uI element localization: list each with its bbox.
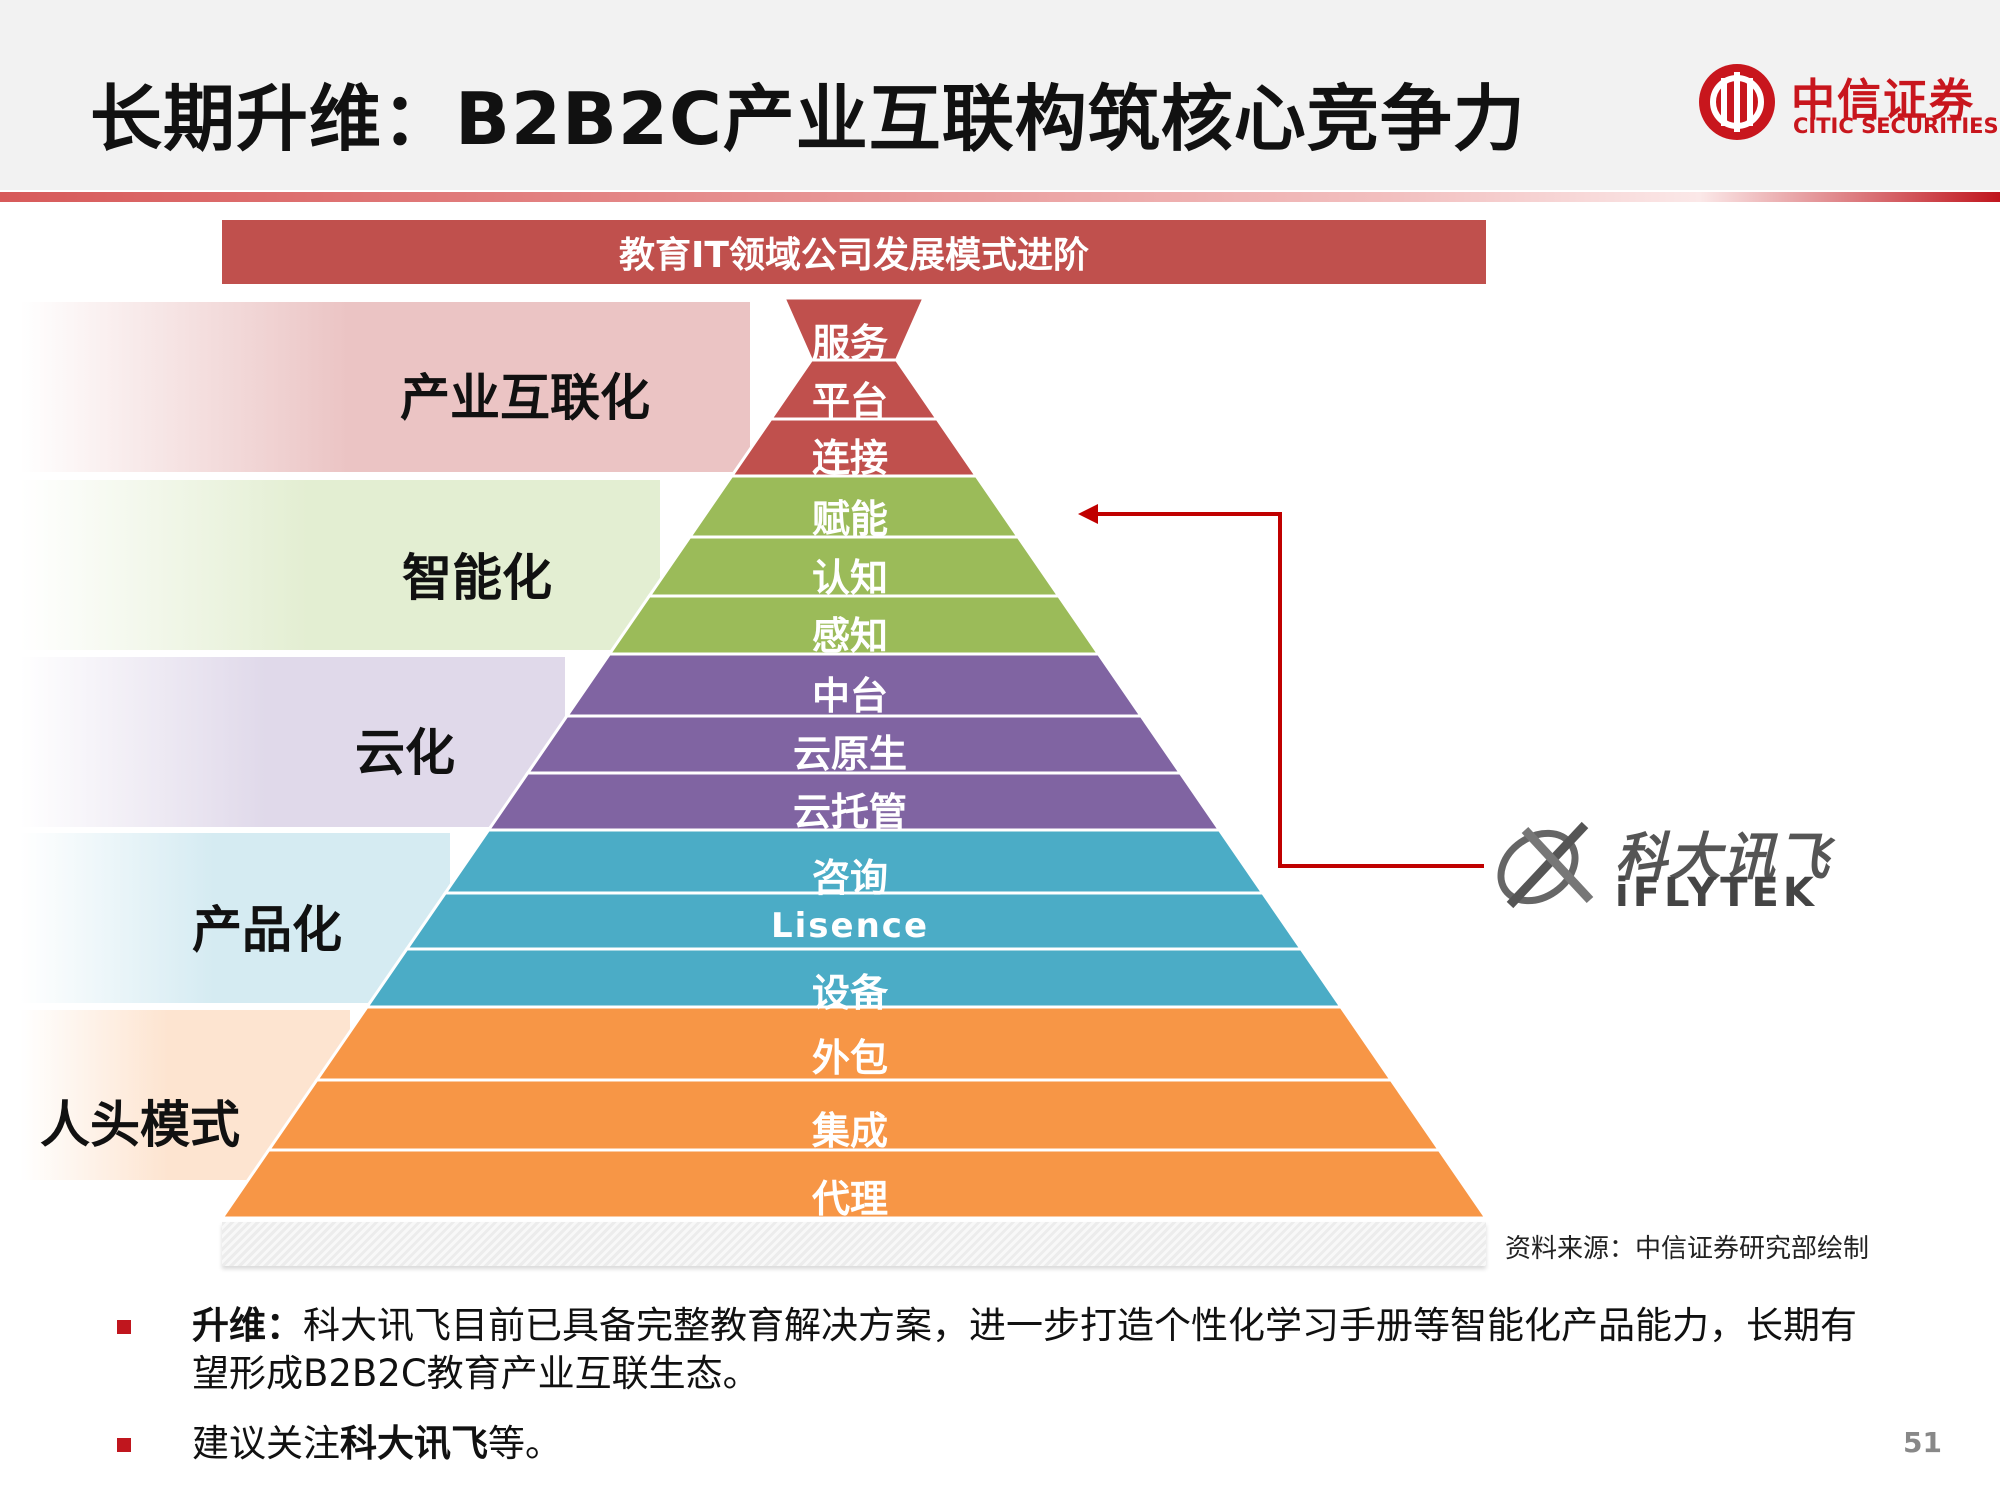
bullet-upgrade-lead: 升维： [192, 1304, 303, 1347]
level-device: 设备 [811, 971, 888, 1015]
header-divider [0, 192, 2000, 202]
stage-band-industry-internet [20, 302, 750, 472]
pyramid-base [222, 1222, 1486, 1266]
level-cloud-hosting: 云托管 [792, 790, 907, 834]
diagram-title: 教育IT领域公司发展模式进阶 [222, 220, 1486, 284]
level-middle-platform: 中台 [811, 674, 888, 718]
level-perception: 感知 [811, 614, 888, 658]
header-bar [0, 0, 2000, 190]
stage-label-cloud: 云化 [355, 724, 455, 782]
bullet-marker [117, 1438, 131, 1452]
iflytek-en-text: iFLYTEK [1615, 870, 1818, 916]
bullet-recommend-pre: 建议关注 [192, 1422, 340, 1465]
level-integration: 集成 [811, 1109, 888, 1153]
level-outsourcing: 外包 [811, 1036, 888, 1080]
level-consulting: 咨询 [811, 856, 888, 900]
level-agency: 代理 [811, 1177, 888, 1221]
page-title: 长期升维：B2B2C产业互联构筑核心竞争力 [90, 77, 1526, 161]
iflytek-logo: 科大讯飞 iFLYTEK [1490, 815, 1832, 916]
bullet-recommend-company: 科大讯飞 [340, 1422, 488, 1465]
arrow-head [1078, 504, 1098, 524]
level-cloud-native: 云原生 [792, 732, 907, 776]
stage-label-product: 产品化 [192, 901, 342, 959]
iflytek-cn-text: 科大讯飞 [1615, 828, 1832, 888]
logo-en-text: CITIC SECURITIES [1793, 114, 1999, 138]
level-license: Lisence [770, 906, 930, 946]
stage-band-cloud [20, 657, 565, 827]
level-platform: 平台 [811, 379, 888, 423]
citic-logo: 中信证券 CITIC SECURITIES [1695, 60, 1999, 150]
level-enable: 赋能 [811, 497, 888, 541]
bullet-upgrade: 升维：科大讯飞目前已具备完整教育解决方案，进一步打造个性化学习手册等智能化产品能… [192, 1302, 1892, 1398]
source-note: 资料来源：中信证券研究部绘制 [1505, 1234, 1870, 1264]
stage-label-intelligent: 智能化 [402, 549, 552, 607]
bullet-recommend: 建议关注科大讯飞等。 [192, 1420, 1892, 1468]
level-service: 服务 [811, 321, 888, 365]
page-number: 51 [1903, 1426, 1942, 1459]
bullet-recommend-post: 等。 [488, 1422, 562, 1465]
stage-band-product [20, 833, 450, 1003]
citic-logo-icon [1699, 64, 1775, 140]
level-cognition: 认知 [811, 556, 888, 600]
iflytek-x-icon [1497, 821, 1594, 909]
pyramid-layer-4-2 [219, 1148, 1489, 1220]
bullet-marker [117, 1320, 131, 1334]
stage-band-intelligent [20, 480, 660, 650]
bullet-upgrade-text: 科大讯飞目前已具备完整教育解决方案，进一步打造个性化学习手册等智能化产品能力，长… [192, 1304, 1857, 1395]
stage-label-headcount: 人头模式 [40, 1096, 240, 1154]
stage-label-industry-internet: 产业互联化 [400, 369, 650, 427]
logo-cn-text: 中信证券 [1791, 75, 1975, 126]
level-connect: 连接 [811, 436, 888, 480]
iflytek-arrow [1090, 512, 1484, 868]
